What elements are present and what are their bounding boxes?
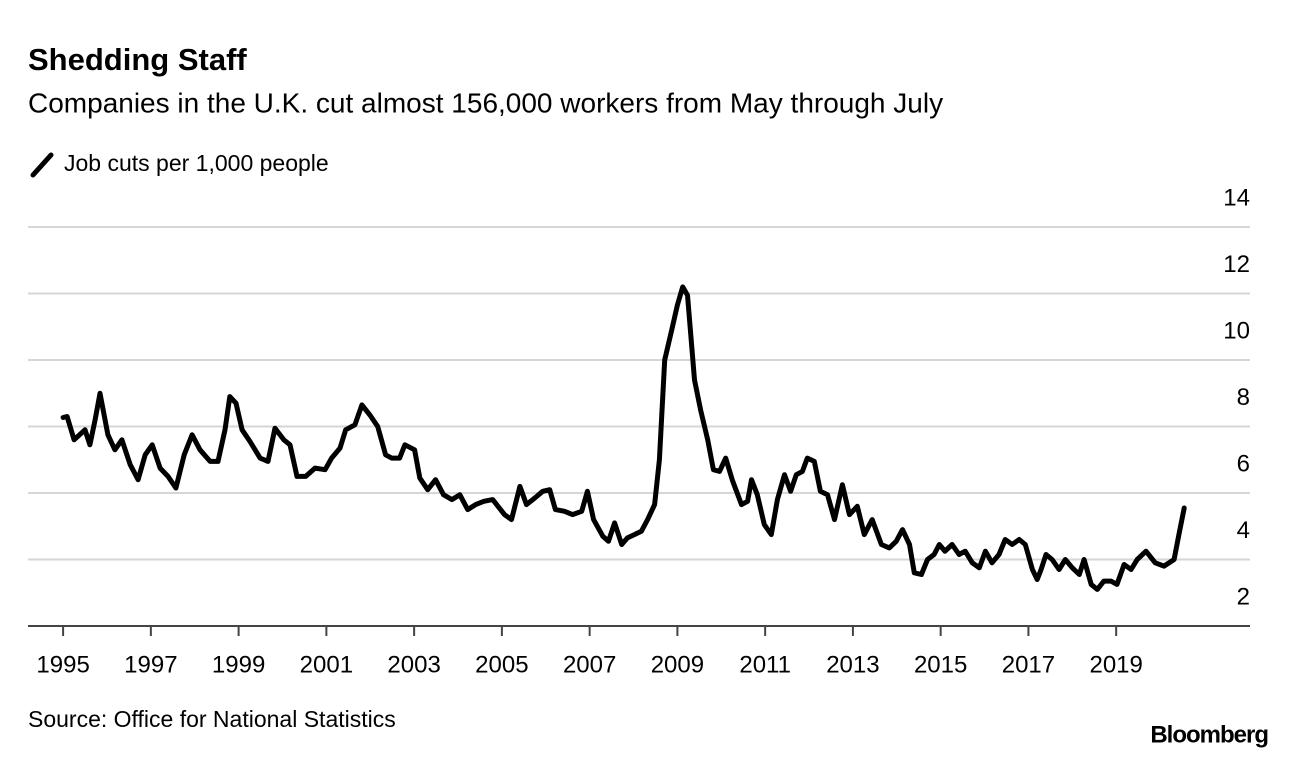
chart-subtitle: Companies in the U.K. cut almost 156,000…	[28, 87, 943, 118]
y-tick-label: 6	[1237, 450, 1250, 477]
y-tick-label: 4	[1237, 517, 1250, 544]
x-tick-label: 2003	[387, 651, 440, 678]
y-tick-label: 2	[1237, 583, 1250, 610]
x-tick-label: 2001	[300, 651, 353, 678]
data-line	[60, 284, 1187, 592]
legend-swatch	[30, 152, 54, 178]
source-note: Source: Office for National Statistics	[28, 706, 396, 732]
y-tick-label: 8	[1237, 384, 1250, 411]
y-tick-label: 10	[1223, 317, 1250, 344]
x-tick-label: 2019	[1089, 651, 1142, 678]
y-tick-label: 14	[1223, 184, 1250, 211]
x-tick-label: 2007	[563, 651, 616, 678]
x-tick-label: 2015	[914, 651, 967, 678]
x-tick-label: 1995	[36, 651, 89, 678]
x-tick-label: 2017	[1002, 651, 1055, 678]
x-tick-label: 1999	[212, 651, 265, 678]
x-tick-label: 2005	[475, 651, 528, 678]
chart-title: Shedding Staff	[28, 42, 247, 77]
x-tick-label: 2011	[739, 651, 791, 678]
brand-logo: Bloomberg	[1150, 721, 1268, 748]
x-tick-label: 2009	[651, 651, 704, 678]
y-tick-label: 12	[1223, 251, 1250, 278]
x-tick-label: 2013	[826, 651, 879, 678]
x-tick-label: 1997	[124, 651, 177, 678]
legend-label: Job cuts per 1,000 people	[64, 150, 329, 176]
